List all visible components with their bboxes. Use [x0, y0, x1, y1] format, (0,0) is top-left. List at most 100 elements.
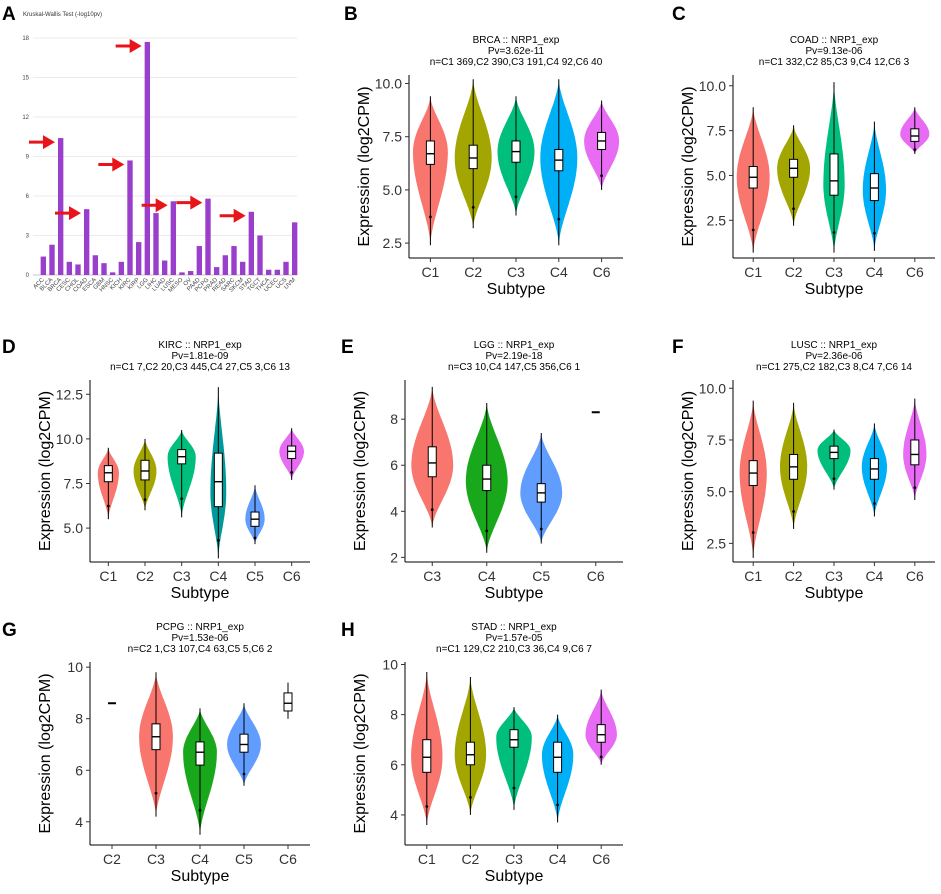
chart-title: PCPG :: NRP1_exp [156, 622, 244, 633]
box [195, 741, 205, 766]
bar-tgct [257, 235, 263, 275]
outlier-point [290, 471, 294, 474]
outlier-point [485, 529, 489, 533]
bar-lusc [170, 201, 177, 275]
box [829, 153, 839, 196]
chart-title: COAD :: NRP1_exp [790, 35, 879, 46]
y-tick-label: 12 [22, 115, 29, 121]
y-tick-label: 6 [75, 762, 83, 778]
outlier-point [792, 510, 795, 513]
x-tick-label: C3 [147, 851, 165, 867]
violin-c5 [245, 485, 265, 545]
outlier-point [832, 231, 836, 234]
x-tick-label: C3 [173, 568, 191, 584]
box [910, 439, 920, 466]
outlier-point [539, 527, 543, 531]
x-tick-label: C6 [592, 851, 610, 867]
chart-pvalue: Pv=9.13e-06 [806, 46, 863, 57]
y-tick-label: 3 [26, 234, 30, 240]
bar-lgg [144, 41, 151, 276]
highlight-arrow-kirc [98, 157, 125, 172]
panel-label: A [2, 4, 16, 25]
violin-c3 [823, 82, 845, 253]
x-tick-label: OV [183, 277, 193, 287]
panel-label: D [2, 337, 16, 358]
y-tick-label: 8 [390, 707, 398, 723]
arrow-head [233, 208, 246, 223]
x-tick-label: C6 [279, 851, 297, 867]
violin-c5 [520, 432, 563, 544]
violin-c3 [167, 429, 196, 518]
x-tick-label: C4 [865, 568, 883, 584]
violin-c4 [862, 121, 886, 251]
y-tick-label: 5.0 [707, 167, 727, 183]
violin-c2 [777, 125, 811, 226]
violin-c2 [780, 402, 808, 529]
box [509, 729, 519, 748]
y-tick-label: 18 [22, 36, 29, 42]
x-tick-label: C4 [191, 851, 209, 867]
y-tick-label: 10 [382, 657, 398, 673]
chart-title: KIRC :: NRP1_exp [158, 340, 242, 351]
x-axis-title: Subtype [485, 868, 544, 885]
x-tick-label: C2 [464, 264, 482, 280]
bar-acc [40, 256, 47, 275]
box [213, 452, 223, 508]
x-tick-label: C2 [785, 568, 803, 584]
violin-c4 [183, 708, 217, 835]
violin-c3 [496, 707, 532, 810]
y-axis-title: Expression (log2CPM) [37, 391, 54, 551]
chart-pvalue: Pv=1.53e-06 [172, 633, 229, 644]
outlier-point [832, 477, 836, 481]
violin-c4 [861, 423, 887, 517]
bar-kich [118, 261, 125, 275]
outlier-point [873, 502, 876, 505]
violin-c2 [133, 438, 157, 511]
box [596, 724, 606, 743]
x-axis-title: Subtype [805, 585, 864, 602]
box [910, 128, 920, 142]
x-tick-label: C2 [461, 851, 479, 867]
bar-chol [75, 264, 81, 275]
arrow-head [42, 135, 55, 150]
y-tick-label: 5.0 [707, 484, 727, 500]
violin-c6 [584, 100, 620, 190]
x-tick-label: C6 [587, 568, 605, 584]
y-tick-label: 6 [390, 757, 398, 773]
x-tick-label: C4 [549, 851, 567, 867]
box [468, 144, 478, 170]
y-tick-label: 10 [67, 659, 83, 675]
bar-blca [49, 244, 55, 275]
bar-uvm [291, 222, 298, 275]
panel-label: B [344, 4, 358, 25]
highlight-arrow-pcpg [176, 195, 203, 210]
outlier-point [751, 531, 755, 534]
violin-c6 [279, 428, 304, 480]
outlier-point [599, 755, 603, 759]
bar-gbm [101, 263, 107, 275]
chart-title: LUSC :: NRP1_exp [791, 340, 878, 351]
x-axis-title: Subtype [171, 585, 230, 602]
y-tick-label: 8 [75, 711, 83, 727]
y-tick-label: 12.5 [56, 386, 83, 402]
panel-label: C [672, 4, 686, 25]
bar-ov [187, 271, 194, 275]
bar-esca [92, 255, 99, 275]
y-tick-label: 7.5 [64, 475, 84, 491]
chart-counts: n=C1 7,C2 20,C3 445,C4 27,C5 3,C6 13 [110, 362, 290, 373]
x-tick-label: C1 [418, 851, 436, 867]
bar-meso [179, 272, 185, 275]
violin-c1 [412, 96, 448, 246]
y-tick-label: 7.5 [707, 123, 727, 139]
y-axis-title: Expression (log2CPM) [680, 391, 697, 551]
y-tick-label: 4 [390, 503, 398, 519]
outlier-point [913, 486, 917, 490]
chart-title: BRCA :: NRP1_exp [473, 35, 560, 46]
x-tick-label: C5 [532, 568, 550, 584]
